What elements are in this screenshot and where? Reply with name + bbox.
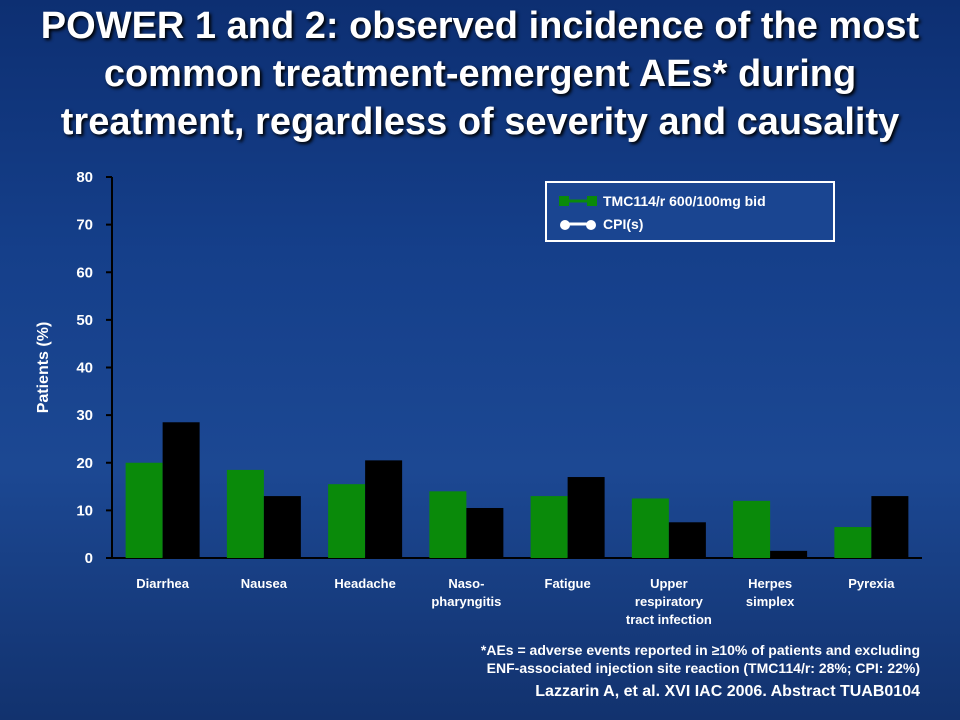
citation: Lazzarin A, et al. XVI IAC 2006. Abstrac… xyxy=(535,683,920,700)
bar-tmc114r-4 xyxy=(530,496,568,558)
legend-marker-cpi xyxy=(560,220,570,230)
legend-marker-cpi xyxy=(586,220,596,230)
bar-cpi-6 xyxy=(770,550,808,558)
bar-tmc114r-0 xyxy=(125,462,163,558)
legend-box xyxy=(545,181,835,242)
footnote: *AEs = adverse events reported in ≥10% o… xyxy=(380,641,920,677)
category-label-6: Herpes simplex xyxy=(746,576,795,609)
y-tick-label: 50 xyxy=(76,312,93,329)
legend-marker-tmc114r xyxy=(559,196,569,206)
category-label-line: Naso- xyxy=(448,576,484,591)
category-label-line: Upper xyxy=(650,576,688,591)
y-tick-label: 60 xyxy=(76,264,93,281)
category-label-0: Diarrhea xyxy=(136,576,190,591)
y-tick-label: 10 xyxy=(76,502,93,519)
category-label-2: Headache xyxy=(334,576,395,591)
bar-cpi-0 xyxy=(162,422,200,558)
chart-bars xyxy=(125,422,909,558)
bar-tmc114r-5 xyxy=(631,498,669,558)
category-label-line: pharyngitis xyxy=(431,594,501,609)
category-label-line: Diarrhea xyxy=(136,576,190,591)
legend-label-cpi: CPI(s) xyxy=(603,216,643,232)
y-tick-label: 80 xyxy=(76,169,93,186)
category-label-line: Pyrexia xyxy=(848,576,895,591)
category-label-line: Headache xyxy=(334,576,395,591)
legend-marker-tmc114r xyxy=(587,196,597,206)
y-tick-label: 0 xyxy=(85,550,93,567)
bar-cpi-2 xyxy=(365,460,403,558)
bar-tmc114r-2 xyxy=(328,484,366,558)
footnote-line-2: ENF-associated injection site reaction (… xyxy=(486,660,920,676)
category-label-1: Nausea xyxy=(241,576,288,591)
bar-tmc114r-1 xyxy=(226,469,264,558)
bar-cpi-7 xyxy=(871,496,909,558)
category-label-7: Pyrexia xyxy=(848,576,895,591)
bar-cpi-5 xyxy=(668,522,706,558)
category-label-line: respiratory xyxy=(635,594,704,609)
category-label-line: Nausea xyxy=(241,576,288,591)
bar-chart: 0 10 20 30 40 50 60 70 80 Patients (%) Diarrhea Na… xyxy=(35,169,922,627)
y-axis-label: Patients (%) xyxy=(35,322,52,414)
y-tick-label: 20 xyxy=(76,455,93,472)
category-label-line: simplex xyxy=(746,594,795,609)
slide-title: POWER 1 and 2: observed incidence of the… xyxy=(40,5,920,143)
y-tick-label: 70 xyxy=(76,217,93,234)
bar-cpi-4 xyxy=(567,477,605,558)
bar-cpi-1 xyxy=(263,496,301,558)
category-label-line: Fatigue xyxy=(545,576,591,591)
bar-tmc114r-6 xyxy=(733,500,771,558)
category-label-line: tract infection xyxy=(626,612,712,627)
category-labels: Diarrhea Nausea Headache Naso-pharyngitis Fa… xyxy=(136,576,895,627)
bar-cpi-3 xyxy=(466,507,504,558)
bar-tmc114r-7 xyxy=(834,527,872,558)
y-tick-label: 30 xyxy=(76,407,93,424)
category-label-5: Upper respiratory tract infection xyxy=(626,576,712,627)
chart-legend: TMC114/r 600/100mg bid CPI(s) xyxy=(545,181,835,242)
footnote-line-1: *AEs = adverse events reported in ≥10% o… xyxy=(480,642,920,658)
bar-tmc114r-3 xyxy=(429,491,467,558)
category-label-4: Fatigue xyxy=(545,576,591,591)
category-label-3: Naso-pharyngitis xyxy=(431,576,501,609)
category-label-line: Herpes xyxy=(748,576,792,591)
legend-label-tmc114r: TMC114/r 600/100mg bid xyxy=(603,193,766,209)
y-tick-label: 40 xyxy=(76,360,93,377)
